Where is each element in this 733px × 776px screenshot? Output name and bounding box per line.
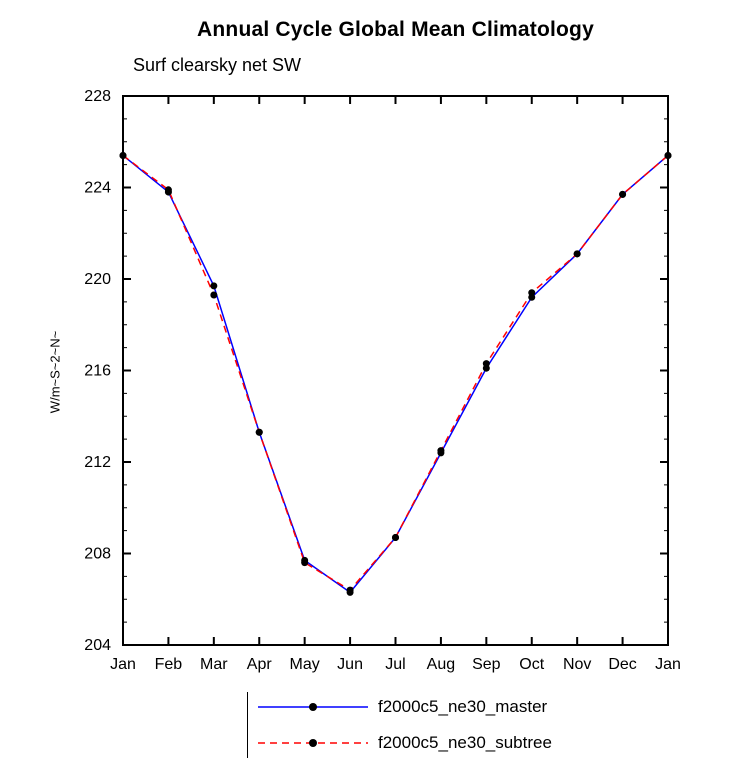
x-tick-label: May bbox=[290, 656, 320, 673]
x-tick-label: Oct bbox=[519, 656, 544, 673]
y-tick-label: 224 bbox=[84, 180, 111, 197]
data-point bbox=[528, 289, 536, 297]
data-point bbox=[573, 250, 581, 258]
y-tick-label: 216 bbox=[84, 363, 111, 380]
y-tick-label: 220 bbox=[84, 271, 111, 288]
x-tick-label: Sep bbox=[472, 656, 501, 673]
y-tick-label: 212 bbox=[84, 454, 111, 471]
data-point bbox=[255, 428, 263, 436]
legend-marker bbox=[309, 703, 317, 711]
series-line-f2000c5_ne30_master bbox=[122, 154, 669, 594]
data-point bbox=[482, 360, 490, 368]
legend-marker bbox=[309, 739, 317, 747]
x-tick-label: Nov bbox=[563, 656, 591, 673]
legend-item: f2000c5_ne30_master bbox=[258, 692, 552, 722]
x-tick-label: Jan bbox=[110, 656, 136, 673]
data-point bbox=[210, 291, 218, 299]
data-point bbox=[392, 533, 399, 541]
y-tick-label: 228 bbox=[84, 88, 111, 105]
x-tick-label: Dec bbox=[608, 656, 636, 673]
data-point bbox=[437, 447, 445, 455]
x-tick-label: Apr bbox=[247, 656, 273, 673]
chart-subtitle: Surf clearsky net SW bbox=[133, 55, 302, 75]
y-tick-label: 204 bbox=[84, 637, 111, 654]
legend-line-sample bbox=[258, 703, 368, 711]
series-line-f2000c5_ne30_subtree bbox=[122, 154, 669, 592]
chart-title: Annual Cycle Global Mean Climatology bbox=[197, 18, 594, 41]
x-tick-label: Aug bbox=[427, 656, 455, 673]
data-point bbox=[210, 282, 218, 290]
legend-label: f2000c5_ne30_master bbox=[378, 697, 548, 716]
data-point bbox=[619, 190, 627, 198]
data-point bbox=[119, 151, 127, 159]
legend-item: f2000c5_ne30_subtree bbox=[258, 728, 552, 758]
legend-line-sample bbox=[258, 739, 368, 747]
x-tick-label: Jan bbox=[655, 656, 681, 673]
plot-box bbox=[122, 95, 669, 646]
legend-label: f2000c5_ne30_subtree bbox=[378, 733, 552, 752]
x-tick-label: Mar bbox=[200, 656, 228, 673]
x-tick-label: Feb bbox=[155, 656, 183, 673]
data-point bbox=[301, 559, 309, 567]
data-point bbox=[346, 586, 354, 594]
data-point bbox=[164, 186, 172, 194]
legend: f2000c5_ne30_master f2000c5_ne30_subtree bbox=[247, 692, 552, 758]
data-point bbox=[664, 151, 672, 159]
x-tick-label: Jun bbox=[337, 656, 363, 673]
y-tick-label: 208 bbox=[84, 546, 111, 563]
x-tick-label: Jul bbox=[385, 656, 405, 673]
